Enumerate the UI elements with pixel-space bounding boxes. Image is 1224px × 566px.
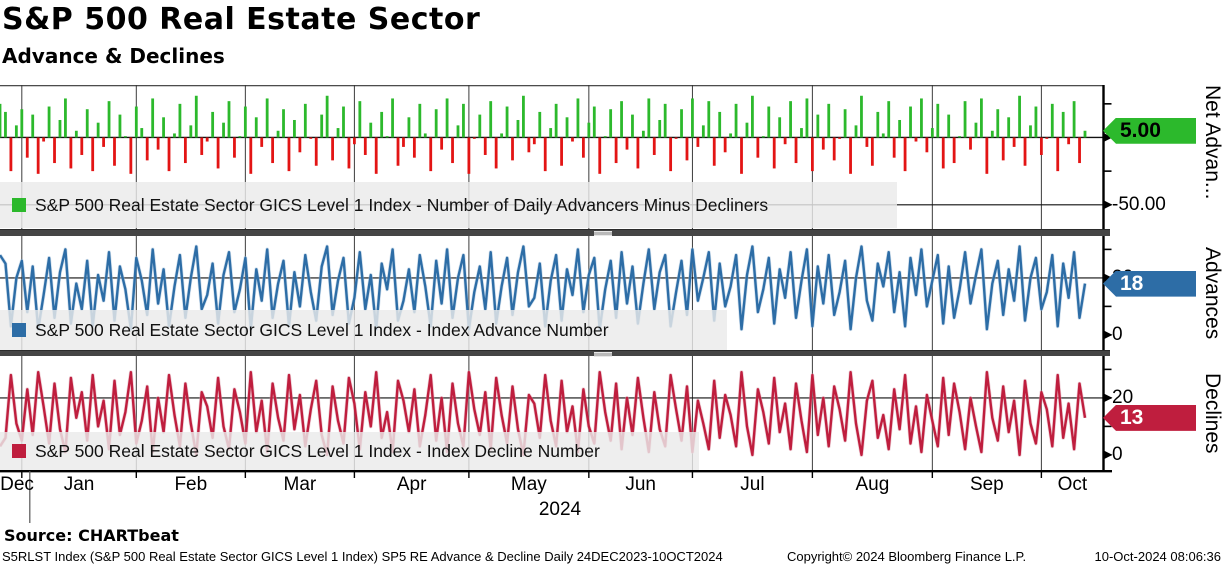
legend-label: S&P 500 Real Estate Sector GICS Level 1 … [35, 440, 600, 461]
x-axis-month-label: Aug [855, 474, 890, 495]
last-value-tag-declines[interactable]: 13 [1103, 404, 1196, 431]
axis-tick-label: 0 [1112, 443, 1123, 465]
x-axis-month-label: Sep [969, 474, 1004, 495]
panel-resize-handle[interactable] [594, 231, 612, 236]
legend-advances[interactable]: S&P 500 Real Estate Sector GICS Level 1 … [0, 310, 727, 350]
panel-resize-handle[interactable] [594, 352, 612, 357]
panel-divider [0, 350, 1110, 357]
x-axis-month-label: Mar [283, 474, 317, 495]
x-axis-month-label: Oct [1057, 474, 1088, 495]
axis-tick-label: 0 [1112, 323, 1123, 345]
page-title: S&P 500 Real Estate Sector [2, 2, 481, 37]
x-axis-year-label: 2024 [538, 499, 582, 520]
legend-declines[interactable]: S&P 500 Real Estate Sector GICS Level 1 … [0, 432, 699, 470]
footer-timestamp: 10-Oct-2024 08:06:36 [1094, 549, 1221, 564]
panel-side-label-declines: Declines [1201, 372, 1224, 454]
footer-description: S5RLST Index (S&P 500 Real Estate Sector… [2, 549, 723, 564]
x-axis-month-label: Feb [174, 474, 208, 495]
footer-copyright: Copyright© 2024 Bloomberg Finance L.P. [787, 549, 1027, 564]
x-axis-month-label: May [510, 474, 547, 495]
source-line: Source: CHARTbeat [4, 526, 179, 545]
page-subtitle: Advance & Declines [2, 44, 225, 68]
x-axis-month-label: Jul [740, 474, 765, 495]
legend-label: S&P 500 Real Estate Sector GICS Level 1 … [35, 319, 609, 340]
axis-tick-label: 20 [1112, 386, 1134, 408]
legend-swatch-red [12, 444, 26, 458]
last-value-tag-net[interactable]: 5.00 [1103, 117, 1196, 144]
legend-swatch-blue [12, 323, 26, 337]
legend-label: S&P 500 Real Estate Sector GICS Level 1 … [35, 194, 769, 215]
last-value-tag-advances[interactable]: 18 [1103, 270, 1196, 297]
panel-divider [0, 229, 1110, 236]
x-axis-month-label: Dec [0, 474, 34, 495]
axis-tick-label: -50.00 [1112, 193, 1166, 215]
x-axis-month-label: Apr [396, 474, 427, 495]
panel-side-label-net: Net Advan... [1201, 85, 1224, 200]
x-axis-month-label: Jun [625, 474, 656, 495]
panel-side-label-advances: Advances [1201, 246, 1224, 340]
legend-swatch-green [12, 198, 26, 212]
legend-net[interactable]: S&P 500 Real Estate Sector GICS Level 1 … [0, 182, 897, 228]
x-axis-month-label: Jan [63, 474, 95, 495]
